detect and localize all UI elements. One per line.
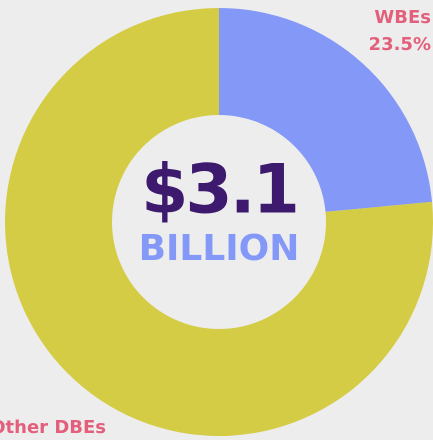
slice-value-label: 23.5% <box>369 34 431 55</box>
slice-label: WBEs <box>374 7 431 28</box>
center-unit: BILLION <box>139 228 300 269</box>
center-amount: $3.1 <box>141 151 297 230</box>
donut-slice <box>219 8 433 212</box>
slice-label: Other DBEs <box>0 417 106 438</box>
donut-slice <box>4 8 433 436</box>
